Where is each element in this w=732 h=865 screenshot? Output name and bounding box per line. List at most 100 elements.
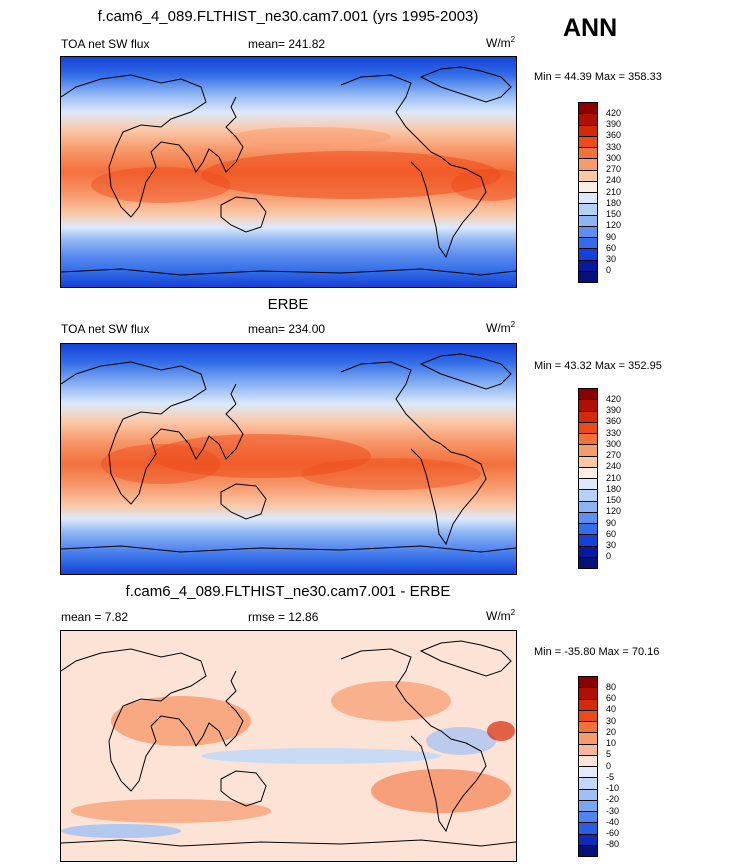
panel2-minmax: Min = 43.32 Max = 352.95 (534, 360, 662, 372)
colorbar-tick-label: 90 (606, 517, 617, 528)
colorbar-tick-label: 360 (606, 416, 622, 427)
colorbar-tick-label: 270 (606, 164, 622, 174)
panel3-title: f.cam6_4_089.FLTHIST_ne30.cam7.001 - ERB… (125, 583, 451, 600)
panel1-coastlines (61, 66, 516, 276)
panel1-units: W/m2 (486, 35, 516, 50)
panel2-south-pacific (301, 458, 481, 490)
colorbar-tick-label: 120 (606, 220, 622, 231)
colorbar-tick-label: 120 (606, 506, 622, 517)
colorbar-tick-label: 60 (606, 693, 617, 703)
panel3-anomaly-b (331, 681, 451, 721)
panel2-coastlines (61, 353, 516, 553)
colorbar-swatch (578, 676, 598, 689)
colorbar-swatch (578, 766, 598, 779)
colorbar-swatch (578, 433, 598, 446)
panel3-minmax: Min = -35.80 Max = 70.16 (534, 646, 660, 658)
colorbar-tick-label: 390 (606, 119, 622, 129)
colorbar-tick-label: 20 (606, 726, 617, 737)
colorbar-tick-label: 210 (606, 186, 622, 197)
panel2-units: W/m2 (486, 320, 516, 335)
colorbar-swatch (578, 754, 598, 767)
colorbar-swatch (578, 158, 598, 171)
colorbar-swatch (578, 124, 598, 137)
colorbar-swatch (578, 102, 598, 115)
colorbar-swatch (578, 455, 598, 468)
colorbar-swatch (578, 844, 598, 857)
colorbar-swatch (578, 135, 598, 148)
panel2-map (60, 343, 517, 575)
panel3-rmse-label: rmse = 12.86 (248, 610, 319, 624)
colorbar-swatch (578, 709, 598, 722)
panel3-anomaly-g (426, 727, 496, 755)
colorbar-swatch (578, 259, 598, 272)
panel3-anomaly-e (201, 748, 441, 764)
colorbar-swatch (578, 466, 598, 479)
colorbar-swatch (578, 478, 598, 491)
colorbar-tick-label: 240 (606, 175, 622, 186)
panel2-colorbar: 420 390 360 330 300 270 240 210 180 150 120 90 60 30 0 (578, 388, 668, 569)
colorbar-tick-label: 330 (606, 427, 622, 438)
colorbar-tick-label: 180 (606, 197, 622, 208)
colorbar-swatch (578, 237, 598, 250)
colorbar-tick-label: 360 (606, 130, 622, 141)
colorbar-tick-label: -40 (606, 816, 620, 827)
panel3-coastlines (61, 640, 516, 847)
colorbar-swatch (578, 270, 598, 283)
colorbar-tick-label: 90 (606, 231, 617, 242)
colorbar-swatch (578, 732, 598, 745)
colorbar-tick-label: 240 (606, 461, 622, 472)
colorbar-tick-label: -30 (606, 805, 620, 816)
colorbar-tick-label: 150 (606, 495, 622, 505)
colorbar-tick-label: -80 (606, 839, 620, 850)
colorbar-tick-label: 390 (606, 405, 622, 415)
colorbar-swatch (578, 534, 598, 547)
panel3-anomaly-c (371, 769, 511, 813)
panel3-anomaly-f (61, 824, 181, 838)
colorbar-tick-label: 300 (606, 152, 622, 163)
colorbar-swatch (578, 833, 598, 846)
panel3-units: W/m2 (486, 608, 516, 623)
colorbar-tick-label: 330 (606, 141, 622, 152)
panel1-colorbar: 420 390 360 330 300 270 240 210 180 150 120 90 60 30 0 (578, 102, 668, 283)
colorbar-tick-label: 270 (606, 450, 622, 460)
colorbar-tick-label: -5 (606, 771, 615, 782)
colorbar-swatch (578, 698, 598, 711)
colorbar-tick-label: 0 (606, 760, 612, 771)
colorbar-swatch (578, 511, 598, 524)
colorbar-swatch (578, 799, 598, 812)
colorbar-tick-label: 150 (606, 209, 622, 219)
panel3-map (60, 630, 517, 862)
colorbar-swatch (578, 388, 598, 401)
colorbar-swatch (578, 556, 598, 569)
panel1-indian-ocean (91, 167, 231, 203)
panel1-left-label: TOA net SW flux (61, 37, 150, 51)
colorbar-tick-label: 10 (606, 738, 617, 748)
colorbar-swatch (578, 180, 598, 193)
colorbar-swatch (578, 147, 598, 160)
season-label: ANN (563, 14, 618, 42)
panel2-indian-ocean (101, 444, 221, 484)
colorbar-tick-label: 30 (606, 540, 617, 550)
colorbar-tick-label: 60 (606, 242, 617, 253)
colorbar-swatch (578, 421, 598, 434)
colorbar-tick-label: 40 (606, 704, 617, 715)
colorbar-tick-label: 60 (606, 528, 617, 539)
panel3-colorbar: 80 60 40 30 20 10 5 0 -5 -10 -20 -30 -40 -60 -80 (578, 676, 668, 857)
colorbar-swatch (578, 721, 598, 734)
colorbar-tick-label: 5 (606, 749, 612, 760)
colorbar-tick-label: 300 (606, 438, 622, 449)
panel1-title: f.cam6_4_089.FLTHIST_ne30.cam7.001 (yrs … (97, 8, 479, 25)
colorbar-tick-label: 80 (606, 681, 617, 692)
colorbar-tick-label: 420 (606, 107, 622, 118)
colorbar-tick-label: -60 (606, 828, 620, 838)
colorbar-swatch (578, 410, 598, 423)
colorbar-swatch (578, 225, 598, 238)
colorbar-swatch (578, 489, 598, 502)
colorbar-swatch (578, 248, 598, 261)
colorbar-tick-label: 210 (606, 472, 622, 483)
colorbar-tick-label: 420 (606, 393, 622, 404)
panel3-anomaly-d (71, 799, 271, 823)
colorbar-tick-label: 180 (606, 483, 622, 494)
colorbar-swatch (578, 822, 598, 835)
panel2-title: ERBE (267, 296, 309, 313)
